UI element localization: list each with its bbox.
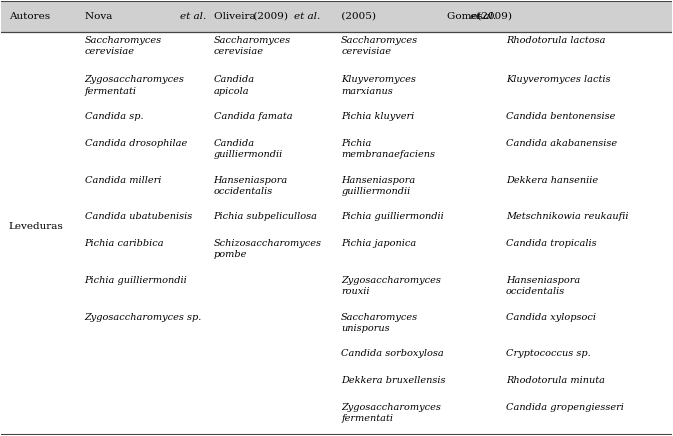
Text: Zygosaccharomyces
fermentati: Zygosaccharomyces fermentati: [341, 403, 441, 423]
Text: Saccharomyces
cerevisiae: Saccharomyces cerevisiae: [213, 36, 291, 56]
Text: Hanseniaspora
occidentalis: Hanseniaspora occidentalis: [213, 176, 288, 196]
Text: Saccharomyces
cerevisiae: Saccharomyces cerevisiae: [85, 36, 162, 56]
Text: et al.: et al.: [180, 12, 207, 21]
Text: Candida sp.: Candida sp.: [85, 112, 143, 121]
Bar: [1, 1, 672, 32]
Text: Candida
apicola: Candida apicola: [213, 75, 254, 95]
Text: Pichia
membranaefaciens: Pichia membranaefaciens: [341, 139, 435, 159]
Text: Hanseniaspora
guilliermondii: Hanseniaspora guilliermondii: [341, 176, 415, 196]
Text: Candida gropengiesseri: Candida gropengiesseri: [505, 403, 624, 412]
Text: et al.: et al.: [294, 12, 320, 21]
Text: Candida ubatubenisis: Candida ubatubenisis: [85, 212, 192, 221]
Text: Dekkera hanseniie: Dekkera hanseniie: [505, 176, 598, 185]
Text: Oliveira: Oliveira: [213, 12, 258, 21]
Text: Candida akabanensise: Candida akabanensise: [505, 139, 617, 148]
Text: Nova: Nova: [85, 12, 115, 21]
Text: Schizosaccharomyces
pombe: Schizosaccharomyces pombe: [213, 239, 322, 259]
Text: (2009): (2009): [474, 12, 512, 21]
Text: Kluyveromyces
marxianus: Kluyveromyces marxianus: [341, 75, 416, 95]
Text: Candida drosophilae: Candida drosophilae: [85, 139, 187, 148]
Text: et al.: et al.: [470, 12, 496, 21]
Text: Dekkera bruxellensis: Dekkera bruxellensis: [341, 376, 446, 385]
Text: Leveduras: Leveduras: [9, 222, 63, 232]
Text: Zygosaccharomyces
fermentati: Zygosaccharomyces fermentati: [85, 75, 184, 95]
Text: Candida milleri: Candida milleri: [85, 176, 161, 185]
Text: Pichia guilliermondii: Pichia guilliermondii: [341, 212, 444, 221]
Text: Zygosaccharomyces sp.: Zygosaccharomyces sp.: [85, 313, 202, 321]
Text: Pichia subpelicullosa: Pichia subpelicullosa: [213, 212, 318, 221]
Text: Hanseniaspora
occidentalis: Hanseniaspora occidentalis: [505, 276, 580, 296]
Text: (2005): (2005): [339, 12, 376, 21]
Text: Saccharomyces
cerevisiae: Saccharomyces cerevisiae: [341, 36, 419, 56]
Text: Candida
guilliermondii: Candida guilliermondii: [213, 139, 283, 159]
Text: Cryptococcus sp.: Cryptococcus sp.: [505, 349, 590, 358]
Text: Saccharomyces
unisporus: Saccharomyces unisporus: [341, 313, 419, 333]
Text: Pichia caribbica: Pichia caribbica: [85, 239, 164, 248]
Text: Zygosaccharomyces
rouxii: Zygosaccharomyces rouxii: [341, 276, 441, 296]
Text: Candida tropicalis: Candida tropicalis: [505, 239, 596, 248]
Text: Pichia guilliermondii: Pichia guilliermondii: [85, 276, 187, 285]
Text: Candida famata: Candida famata: [213, 112, 292, 121]
Text: Candida xylopsoci: Candida xylopsoci: [505, 313, 596, 321]
Text: Gomes: Gomes: [448, 12, 487, 21]
Text: Candida bentonensise: Candida bentonensise: [505, 112, 615, 121]
Text: Rhodotorula lactosa: Rhodotorula lactosa: [505, 36, 605, 45]
Text: (2009): (2009): [250, 12, 288, 21]
Text: Pichia japonica: Pichia japonica: [341, 239, 417, 248]
Text: Autores: Autores: [9, 12, 50, 21]
Text: Metschnikowia reukaufii: Metschnikowia reukaufii: [505, 212, 629, 221]
Text: Rhodotorula minuta: Rhodotorula minuta: [505, 376, 605, 385]
Text: Candida sorboxylosa: Candida sorboxylosa: [341, 349, 444, 358]
Text: Kluyveromyces lactis: Kluyveromyces lactis: [505, 75, 610, 85]
Text: Pichia kluyveri: Pichia kluyveri: [341, 112, 415, 121]
